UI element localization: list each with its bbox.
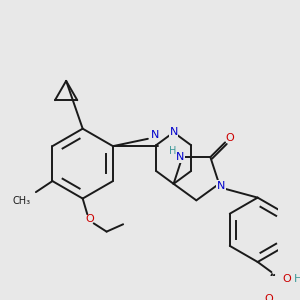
Text: N: N bbox=[176, 152, 184, 162]
Text: O: O bbox=[86, 214, 94, 224]
Text: O: O bbox=[225, 133, 234, 143]
Text: O: O bbox=[283, 274, 291, 284]
Text: O: O bbox=[264, 294, 273, 300]
Text: H: H bbox=[169, 146, 177, 156]
Text: CH₃: CH₃ bbox=[12, 196, 30, 206]
Text: N: N bbox=[169, 128, 178, 137]
Text: H: H bbox=[294, 274, 300, 284]
Text: N: N bbox=[151, 130, 159, 140]
Text: N: N bbox=[217, 181, 225, 191]
